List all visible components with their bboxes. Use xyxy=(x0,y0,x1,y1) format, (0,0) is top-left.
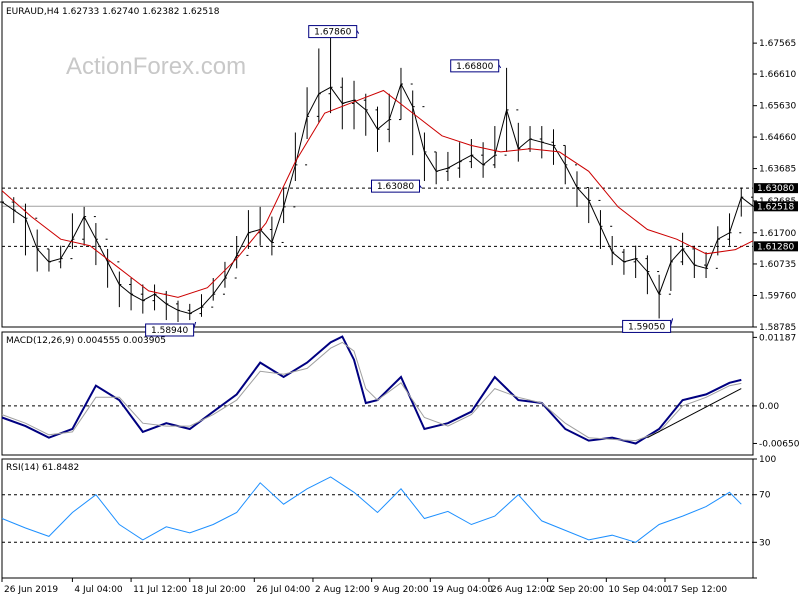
annotation-label: 1.63080 xyxy=(377,182,414,192)
price-y-tick-label: 1.59760 xyxy=(759,291,796,301)
price-level-label: 1.61280 xyxy=(757,242,794,252)
annotation-box xyxy=(450,59,500,73)
macd-y-tick-label: 0.01187 xyxy=(759,333,796,343)
rsi-y-tick-label: 100 xyxy=(759,455,776,465)
macd-trendline xyxy=(647,388,742,439)
annotation-box xyxy=(308,25,358,39)
x-tick-label: 26 Aug 12:00 xyxy=(491,585,552,595)
rsi-title: RSI(14) 61.8482 xyxy=(6,463,79,473)
price-close-line xyxy=(1,82,754,315)
panel-frame-0 xyxy=(1,1,754,328)
watermark: ActionForex.com xyxy=(66,53,246,80)
price-y-tick-label: 1.63685 xyxy=(759,165,796,175)
price-y-tick-label: 1.66610 xyxy=(759,70,796,80)
macd-y-tick-label: 0.00 xyxy=(759,402,779,412)
x-tick-label: 10 Sep 04:00 xyxy=(608,585,668,595)
price-level-tag xyxy=(754,241,798,252)
x-tick-label: 17 Sep 12:00 xyxy=(667,585,727,595)
annotation-label: 1.67860 xyxy=(314,28,351,38)
price-level-tag xyxy=(754,201,798,212)
price-y-tick-label: 1.61700 xyxy=(759,229,796,239)
annotation-label: 1.58940 xyxy=(151,326,188,336)
x-tick-label: 4 Jul 04:00 xyxy=(74,585,123,595)
annotation-box xyxy=(145,323,195,337)
x-tick-label: 26 Jul 04:00 xyxy=(256,585,310,595)
price-y-tick-label: 1.67565 xyxy=(759,39,796,49)
moving-average-line xyxy=(1,89,754,298)
x-tick-label: 9 Aug 20:00 xyxy=(374,585,429,595)
panel-frame-1 xyxy=(1,331,754,456)
x-tick-label: 18 Jul 20:00 xyxy=(192,585,246,595)
rsi-series-line xyxy=(1,476,742,543)
annotation-label: 1.66800 xyxy=(456,62,493,72)
rsi-y-tick-label: 70 xyxy=(759,491,771,501)
macd-y-tick-label: -0.006502 xyxy=(759,439,800,449)
price-level-label: 1.63080 xyxy=(757,184,794,194)
macd-series-macd xyxy=(1,335,742,445)
annotation-box xyxy=(371,179,421,193)
x-tick-label: 2 Sep 20:00 xyxy=(550,585,605,595)
x-tick-label: 19 Aug 04:00 xyxy=(432,585,493,595)
macd-series-signal xyxy=(1,341,742,442)
x-tick-label: 26 Jun 2019 xyxy=(4,585,58,595)
price-y-tick-label: 1.65630 xyxy=(759,102,796,112)
x-tick-label: 2 Aug 12:00 xyxy=(315,585,370,595)
price-level-label: 1.62518 xyxy=(757,202,794,212)
annotation-box xyxy=(622,319,672,333)
price-y-tick-label: 1.60735 xyxy=(759,260,796,270)
rsi-y-tick-label: 30 xyxy=(759,538,771,548)
price-y-tick-label: 1.58785 xyxy=(759,323,796,333)
annotation-label: 1.59050 xyxy=(628,322,665,332)
macd-title: MACD(12,26,9) 0.004555 0.003905 xyxy=(6,336,166,346)
price-title: EURAUD,H4 1.62733 1.62740 1.62382 1.6251… xyxy=(6,7,220,17)
x-tick-label: 11 Jul 12:00 xyxy=(133,585,187,595)
price-y-tick-label: 1.64660 xyxy=(759,133,796,143)
price-level-tag xyxy=(754,183,798,194)
